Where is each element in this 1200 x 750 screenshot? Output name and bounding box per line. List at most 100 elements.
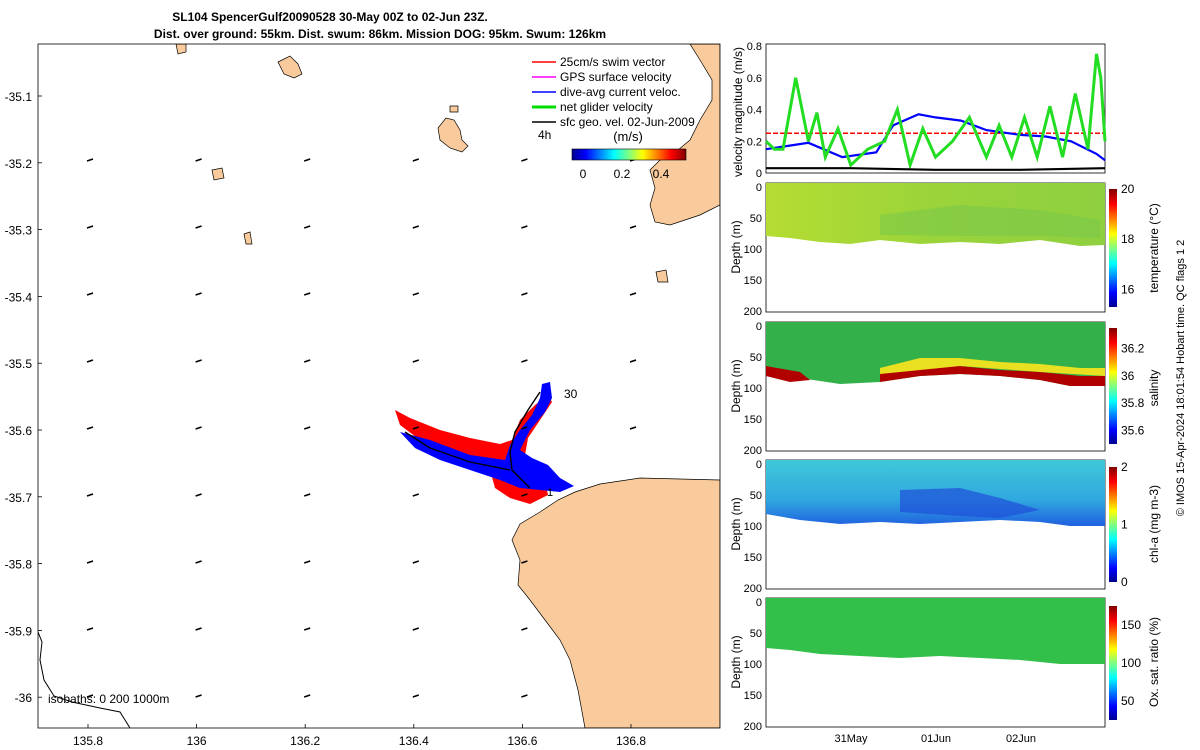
legend-label: 25cm/s swim vector [560,55,665,69]
current-arrow [195,292,202,296]
track-blue-fill [400,382,574,492]
current-arrow [521,225,528,229]
current-arrow [521,359,528,363]
chla-dark-patch [900,488,1040,518]
legend-label: dive-avg current veloc. [560,85,681,99]
depth-tick-label: 150 [744,690,762,702]
current-arrow [303,359,311,363]
glider-track: 30 1 [395,382,578,504]
temperature-section: temperature (°C) [765,182,1161,313]
colorbar-tick-label: 2 [1121,460,1128,474]
depth-tick-label: 200 [744,306,762,318]
map-frame [37,43,721,729]
current-arrow [303,426,311,430]
map-colorbar-tick: 0.4 [653,167,670,181]
velocity-ylabel: velocity magnitude (m/s) [731,47,745,177]
right-panels: 0 0.2 0.4 0.6 0.8 velocity magnitude (m/s) t… [729,41,1161,745]
colorbar-tick-label: 36 [1121,369,1135,383]
salinity-section: salinity [765,321,1161,452]
current-arrow [412,426,420,430]
colorbar-tick-label: 18 [1121,232,1135,246]
velocity-chart: 0 0.2 0.4 0.6 0.8 velocity magnitude (m/s) [731,41,1107,180]
depth-tick-label: 150 [744,275,762,287]
legend-label: sfc geo. vel. 02-Jun-2009 [560,115,695,129]
coastline-southwest [38,631,131,728]
depth-tick-label: 100 [744,244,762,256]
map-panel: 30 1 -35.1 -35.2 -35.3 -35.4 -35.5 -35.6 -35.7… [5,43,721,748]
lat-tick-label: -35.9 [5,624,33,638]
colorbar-tick-label: 50 [1121,694,1135,708]
current-arrow [303,493,311,497]
interval-label: 4h [538,128,551,142]
current-arrow [412,292,420,296]
section-colorbar-ticks: 16 18 20 35.6 35.8 36 36.2 0 1 2 50 100 150 [1121,182,1145,708]
current-arrow [521,627,528,631]
current-arrow [412,359,420,363]
current-arrow [521,158,528,162]
colorbar-tick-label: 16 [1121,282,1135,296]
depth-tick-label: 100 [744,521,762,533]
date-tick-label: 01Jun [921,733,951,745]
current-arrow [303,225,311,229]
current-arrow [412,493,420,497]
map-colorbar-ticks: 0 0.2 0.4 [580,167,670,181]
lat-tick-label: -35.2 [5,157,33,171]
oxygen-cblabel: Ox. sat. ratio (%) [1147,617,1161,707]
current-arrow [303,627,311,631]
current-arrow [195,426,202,430]
current-arrow [412,225,420,229]
velocity-series [764,53,1107,171]
depth-tick-label: 150 [744,552,762,564]
island-small-1 [175,44,187,55]
salinity-yellow-band [880,358,1105,376]
lat-tick-label: -36 [15,691,33,705]
temperature-warm-patch [880,205,1100,238]
title-line-1: SL104 SpencerGulf20090528 30-May 00Z to … [172,10,487,24]
colorbar-tick-label: 35.8 [1121,396,1145,410]
current-arrow [412,694,420,698]
land-northeast [649,44,720,226]
current-arrow [195,627,202,631]
island-north [277,55,303,79]
isobaths-label: isobaths: 0 200 1000m [48,692,169,706]
map-colorbar [571,148,687,161]
velocity-y-tick: 0.4 [747,105,762,117]
current-arrow [195,359,202,363]
depth-ylabel: Depth (m) [729,220,743,273]
depth-axes: 0 50 100 150 200 Depth (m) 0 50 100 150 200 Depth (… [729,182,762,733]
map-lat-axis: -35.1 -35.2 -35.3 -35.4 -35.5 -35.6 -35.7 -35.8… [5,90,42,705]
current-arrow [86,292,94,296]
velocity-line [765,113,1106,162]
oxygen-field [766,598,1105,664]
current-arrow [86,158,94,162]
track-end-label: 30 [564,387,578,401]
current-arrow [412,627,420,631]
velocity-line [764,53,1107,171]
current-arrow [412,560,420,564]
chla-section: chl-a (mg m-3) [765,459,1161,590]
lat-tick-label: -35.8 [5,558,33,572]
depth-tick-label: 150 [744,414,762,426]
current-arrow [195,694,202,698]
current-arrow [303,158,311,162]
current-arrow [195,225,202,229]
title-line-2: Dist. over ground: 55km. Dist. swum: 86k… [154,27,606,41]
current-arrow [86,359,94,363]
current-arrow [629,359,637,363]
depth-tick-label: 50 [750,213,762,225]
depth-tick-label: 100 [744,659,762,671]
colorbar-tick-label: 1 [1121,518,1128,532]
colorbar-unit: (m/s) [613,129,643,144]
depth-tick-label: 0 [756,597,762,609]
current-arrow [86,627,94,631]
current-arrow [521,560,528,564]
salinity-colorbar [1109,328,1117,444]
temperature-cblabel: temperature (°C) [1147,203,1161,293]
depth-tick-label: 200 [744,721,762,733]
velocity-y-tick: 0 [756,168,762,180]
current-arrow [521,493,528,497]
chla-colorbar [1109,467,1117,582]
depth-tick-label: 100 [744,383,762,395]
legend-label: net glider velocity [560,100,653,114]
